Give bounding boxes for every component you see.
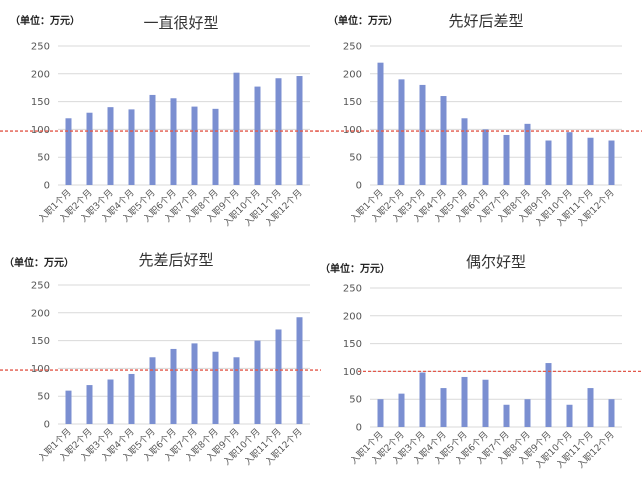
- bar: [233, 357, 240, 424]
- y-tick-label: 250: [343, 284, 362, 295]
- bar: [170, 98, 177, 185]
- bar: [107, 379, 114, 424]
- bar: [212, 108, 219, 185]
- unit-label: （单位：万元）: [320, 262, 390, 275]
- chart-good-then-poor: （单位：万元） 先好后差型050100150200250入职1个月入职2个月入职3…: [316, 12, 642, 229]
- bar: [419, 372, 426, 427]
- bar: [482, 129, 489, 185]
- bar: [524, 123, 531, 185]
- bar: [128, 373, 135, 424]
- y-tick-label: 150: [343, 97, 362, 108]
- bar: [149, 357, 156, 424]
- bar: [296, 76, 303, 185]
- bar: [524, 399, 531, 427]
- bar: [377, 399, 384, 427]
- bar: [191, 106, 198, 185]
- chart-title: 先差后好型: [138, 251, 213, 269]
- bar: [545, 363, 552, 427]
- bar: [233, 72, 240, 185]
- bar: [608, 399, 615, 427]
- chart-panel-1: （单位：万元） 一直很好型 0 50 100 150 200 250 入职1个月 入职2个月 入职3…: [0, 0, 321, 240]
- bar: [398, 393, 405, 427]
- y-tick-label: 150: [31, 336, 50, 347]
- y-tick-label: 0: [356, 423, 362, 434]
- chart-panel-3: （单位：万元） 先差后好型 0 50 100 150 200 250 入职1个月 入职2个月 入职3…: [0, 240, 321, 481]
- bar: [440, 96, 447, 185]
- bar: [566, 404, 573, 427]
- bar: [440, 388, 447, 427]
- y-tick-label: 150: [343, 339, 362, 350]
- bar: [608, 140, 615, 185]
- bar: [107, 107, 114, 185]
- bar: [275, 78, 282, 185]
- bar: [461, 376, 468, 427]
- unit-label: （单位：万元）: [4, 256, 74, 269]
- bar: [65, 118, 72, 185]
- bar: [65, 390, 72, 424]
- y-tick-label: 0: [44, 181, 50, 192]
- bar: [503, 404, 510, 427]
- y-tick-label: 100: [343, 125, 362, 136]
- bar: [86, 112, 93, 185]
- y-tick-label: 200: [31, 308, 50, 319]
- chart-panel-4: （单位：万元） 偶尔好型 0 50 100 150 200 250 入职1个月 入职2个月 入职3个…: [316, 240, 642, 481]
- chart-poor-then-good: （单位：万元） 先差后好型050100150200250入职1个月入职2个月入职3…: [0, 251, 321, 468]
- bar: [419, 84, 426, 185]
- y-tick-label: 250: [343, 42, 362, 53]
- chart-title: 先好后差型: [448, 12, 523, 30]
- bar: [212, 351, 219, 424]
- bar: [254, 340, 261, 424]
- y-tick-label: 100: [31, 364, 50, 375]
- bar: [296, 317, 303, 424]
- y-tick-label: 0: [44, 420, 50, 431]
- bar: [587, 388, 594, 427]
- chart-title: 偶尔好型: [466, 253, 526, 271]
- bar: [398, 79, 405, 185]
- bar: [86, 385, 93, 424]
- y-tick-label: 50: [37, 153, 50, 164]
- bar: [566, 132, 573, 185]
- y-tick-label: 100: [343, 367, 362, 378]
- bar: [149, 94, 156, 185]
- bar: [128, 109, 135, 185]
- y-tick-label: 250: [31, 281, 50, 292]
- bar: [482, 379, 489, 427]
- chart-panel-2: （单位：万元） 先好后差型 0 50 100 150 200 250 入职1个月 入职2个月 入职3…: [316, 0, 642, 240]
- unit-label: （单位：万元）: [328, 14, 398, 27]
- bar: [377, 62, 384, 185]
- bar: [545, 140, 552, 185]
- y-tick-label: 200: [31, 69, 50, 80]
- y-tick-label: 50: [349, 395, 362, 406]
- bar: [275, 329, 282, 424]
- y-tick-label: 100: [31, 125, 50, 136]
- y-tick-label: 50: [37, 392, 50, 403]
- y-tick-label: 250: [31, 42, 50, 53]
- chart-steady-good: （单位：万元） 一直很好型050100150200250入职1个月入职2个月入职3…: [0, 14, 321, 229]
- y-tick-label: 0: [356, 181, 362, 192]
- chart-occasionally-good: （单位：万元） 偶尔好型050100150200250入职1个月入职2个月入职3个…: [320, 253, 642, 471]
- bar: [170, 348, 177, 424]
- y-tick-label: 50: [349, 153, 362, 164]
- bar: [191, 343, 198, 424]
- y-tick-label: 150: [31, 97, 50, 108]
- unit-label: （单位：万元）: [10, 14, 80, 27]
- bar: [254, 86, 261, 185]
- bar: [461, 118, 468, 185]
- y-tick-label: 200: [343, 69, 362, 80]
- chart-title: 一直很好型: [143, 14, 218, 32]
- bar: [503, 134, 510, 185]
- y-tick-label: 200: [343, 311, 362, 322]
- bar: [587, 137, 594, 185]
